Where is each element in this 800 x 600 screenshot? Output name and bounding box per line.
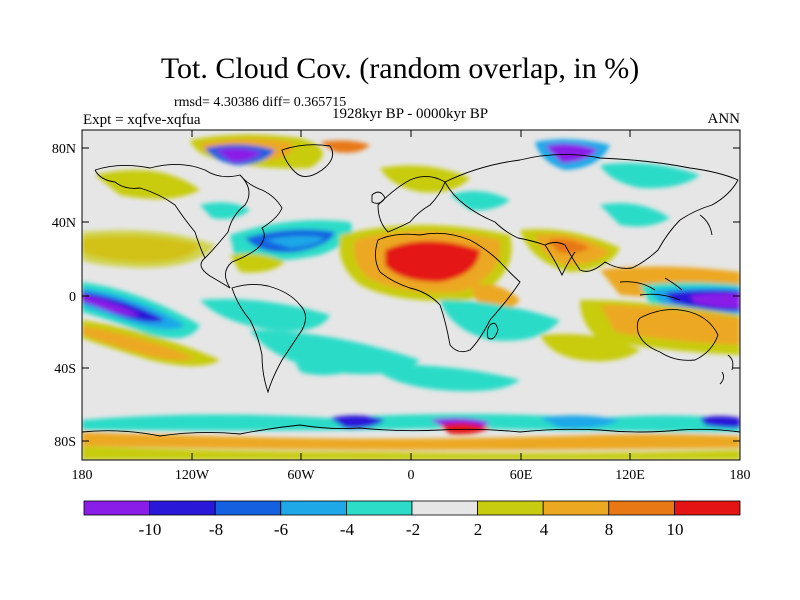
colorbar-label: 2 — [474, 520, 483, 539]
x-tick-label: 60W — [287, 468, 315, 483]
asia-coast — [444, 154, 739, 272]
colorbar — [83, 500, 741, 516]
colorbar-swatch — [674, 500, 741, 516]
southern-cyan-band — [370, 364, 520, 392]
madagascar-coast — [486, 322, 499, 340]
spacific-cyan-band — [200, 299, 330, 331]
colorbar-swatch — [477, 500, 544, 516]
colorbar-label: 4 — [540, 520, 549, 539]
south-america-coast — [231, 283, 306, 394]
x-tick-label: 60E — [510, 468, 533, 483]
so-red-patch — [440, 423, 490, 435]
epacific-orange-band — [82, 326, 195, 360]
indian-ocean-cyan-band — [440, 300, 560, 341]
y-tick-label: 0 — [69, 290, 76, 305]
colorbar-labels: -10 -8 -6 -4 -2 2 4 8 10 — [139, 520, 684, 539]
colorbar-swatch — [608, 500, 675, 516]
colorbar-label: -2 — [406, 520, 420, 539]
x-tick-label: 120W — [175, 468, 210, 483]
india-coast — [544, 244, 576, 277]
colorbar-label: -8 — [209, 520, 223, 539]
season-label: ANN — [707, 111, 741, 127]
y-tick-label: 80N — [52, 142, 76, 157]
colorbar-label: -10 — [139, 520, 162, 539]
colorbar-label: -6 — [274, 520, 288, 539]
se-asia-islands — [619, 277, 683, 301]
colorbar-swatch — [345, 500, 413, 516]
canada-cyan-patch — [200, 202, 250, 219]
chart-title: Tot. Cloud Cov. (random overlap, in %) — [160, 52, 640, 85]
nam-yellow-patch — [230, 253, 285, 273]
uk-coast — [371, 191, 386, 204]
x-tick-label: 180 — [730, 468, 751, 483]
y-tick-label: 40N — [52, 216, 76, 231]
samerica-cyan-patch — [290, 349, 360, 376]
y-axis-labels: 80N 40N 0 40S 80S — [52, 142, 76, 450]
experiment-label: Expt = xqfve-xqfua — [83, 112, 201, 128]
greenland-purple-patch — [215, 148, 262, 162]
antarctica-coast — [82, 424, 740, 437]
colorbar-label: 8 — [605, 520, 614, 539]
alaska-coast — [94, 169, 206, 259]
north-america-coast — [94, 164, 283, 289]
x-tick-label: 180 — [72, 468, 93, 483]
eurasia-cyan-patch — [600, 162, 700, 189]
arctic-red-patch — [320, 140, 370, 153]
y-tick-label: 40S — [54, 362, 76, 377]
y-tick-label: 80S — [54, 435, 76, 450]
x-tick-label: 0 — [408, 468, 415, 483]
colorbar-label: -4 — [340, 520, 355, 539]
australia-orange-band — [600, 305, 740, 345]
colorbar-swatch — [83, 500, 150, 516]
sahara-red-patch — [385, 241, 480, 282]
colorbar-label: 10 — [667, 520, 684, 539]
japan-coast — [699, 214, 713, 236]
australia-coast — [636, 309, 719, 361]
pacific-yellow-band — [82, 230, 215, 268]
x-tick-label: 120E — [615, 468, 645, 483]
siberia-purple-patch — [545, 143, 598, 163]
colorbar-swatch — [411, 500, 478, 516]
natlantic-lightblue-core — [265, 235, 325, 248]
x-axis-labels: 180 120W 60W 0 60E 120E 180 — [72, 468, 751, 483]
so-orange-band — [82, 432, 740, 450]
colorbar-swatch — [214, 500, 282, 516]
africa-coast — [375, 232, 521, 353]
stats-label: rmsd= 4.30386 diff= 0.365715 — [174, 95, 347, 110]
colorbar-swatch — [280, 500, 347, 516]
coastlines — [82, 144, 740, 437]
period-label: 1928kyr BP - 0000kyr BP — [331, 106, 489, 122]
colorbar-swatch — [542, 500, 610, 516]
so-blue-patch-east — [700, 416, 740, 428]
europe-coast — [377, 176, 446, 233]
y-axis-ticks — [82, 147, 740, 442]
x-axis-ticks — [191, 130, 631, 460]
new-zealand-coast — [719, 354, 734, 385]
npacific-yellow-patch — [95, 170, 200, 199]
asia-cyan-patch — [600, 203, 670, 227]
greenland-coast — [281, 144, 334, 177]
satlantic-cyan-band — [250, 330, 420, 375]
epacific-blue-band — [82, 292, 165, 322]
colorbar-swatch — [149, 500, 216, 516]
wpacific-purple-band — [690, 293, 740, 308]
so-blue-patch — [330, 415, 385, 429]
epacific-purple-band — [82, 295, 140, 316]
so-lightblue-patch — [540, 415, 620, 429]
